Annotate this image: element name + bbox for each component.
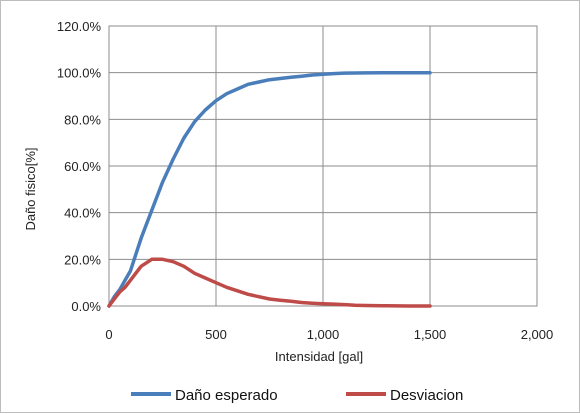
y-tick-label: 20.0% — [64, 252, 101, 267]
legend: Daño esperado Desviacion — [131, 387, 463, 404]
x-tick-label: 2,000 — [521, 327, 554, 342]
legend-label: Desviacion — [390, 387, 463, 404]
x-tick-label: 500 — [205, 327, 227, 342]
y-tick-label: 40.0% — [64, 206, 101, 221]
y-tick-label: 100.0% — [57, 66, 102, 81]
x-axis-title: Intensidad [gal] — [275, 349, 363, 364]
y-tick-label: 0.0% — [71, 299, 101, 314]
tick-labels: 0.0% 20.0% 40.0% 60.0% 80.0% 100.0% 120.0% 0 500… — [57, 19, 553, 342]
x-tick-label: 1,500 — [414, 327, 447, 342]
y-axis-title: Daño fisico[%] — [23, 147, 38, 230]
plot-area-border — [108, 25, 538, 307]
series-line-dano-esperado — [107, 70, 432, 308]
x-tick-label: 0 — [105, 327, 112, 342]
y-tick-label: 120.0% — [57, 19, 102, 34]
legend-label: Daño esperado — [175, 387, 278, 404]
series-group — [107, 70, 432, 308]
grid — [108, 25, 538, 307]
x-tick-label: 1,000 — [307, 327, 340, 342]
series-line-desviacion — [107, 257, 432, 308]
y-tick-label: 80.0% — [64, 112, 101, 127]
y-tick-label: 60.0% — [64, 159, 101, 174]
